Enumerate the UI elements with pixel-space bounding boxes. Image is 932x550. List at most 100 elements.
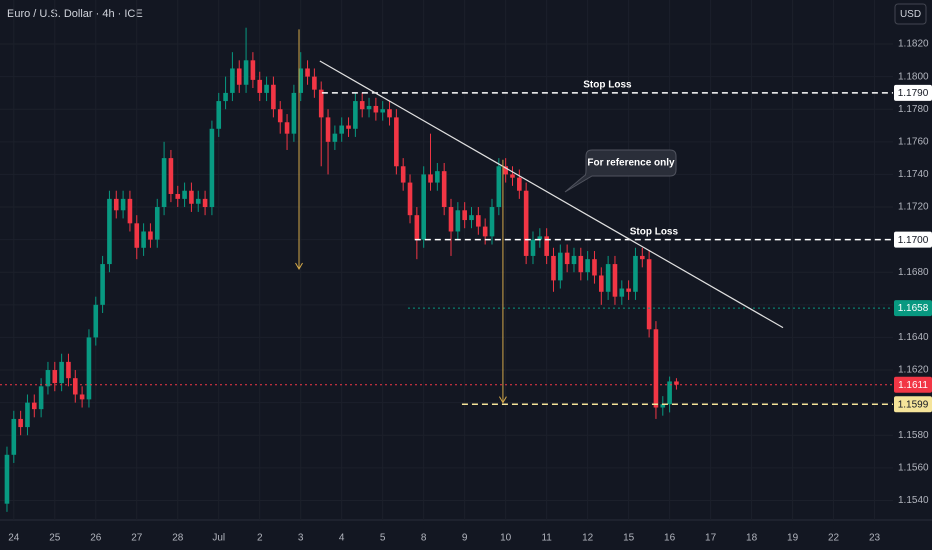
price-tag-label: 1.1700 [898,235,929,246]
candle-body [216,101,222,129]
candle-body [400,166,406,183]
y-tick-label: 1.1740 [898,169,929,180]
candle-body [373,105,379,113]
x-tick-label: 23 [869,533,881,544]
candle-body [441,171,447,208]
candle-body [353,101,358,129]
candle-body [394,117,399,167]
candle-body [182,190,187,199]
candle-body [25,402,30,428]
candle-body [407,182,413,216]
candle-body [79,394,85,400]
candle-body [223,92,228,102]
candle-body [503,166,508,175]
candle-body [435,171,440,183]
candle-body [66,361,71,379]
chart-title: Euro / U.S. Dollar · 4h · ICE [7,8,143,20]
candle-body [264,84,269,93]
x-tick-label: 8 [421,533,427,544]
candle-body [277,109,283,123]
x-tick-label: 26 [90,533,102,544]
candle-body [168,158,174,194]
candle-body [421,174,426,240]
candle-body [476,215,481,227]
candle-body [571,255,577,265]
y-tick-label: 1.1720 [898,202,929,213]
candle-body [469,215,474,221]
candle-body [209,128,215,208]
price-tag [894,300,932,317]
candle-body [619,288,625,297]
y-tick-label: 1.1540 [898,495,929,506]
level-name: Stop Loss [630,226,679,237]
candle-body [107,198,112,265]
candle-body [284,122,290,134]
candle-body [646,259,652,330]
y-tick-label: 1.1620 [898,365,929,376]
x-tick-label: 5 [380,533,386,544]
x-tick-label: 18 [746,533,758,544]
x-tick-label: 22 [828,533,840,544]
candle-body [530,239,536,256]
x-tick-label: 10 [500,533,512,544]
x-tick-label: 9 [462,533,468,544]
candle-body [4,454,10,504]
candle-body [517,177,522,191]
candle-body [332,133,338,142]
candle-body [250,60,256,80]
price-tag-label: 1.1611 [898,380,928,391]
arrow-head [295,262,303,270]
candle-body [271,84,276,110]
grid [0,0,893,520]
callout-box [564,149,677,193]
callout: For reference only [564,149,677,193]
candle-body [674,381,679,385]
x-tick-label: 16 [664,533,676,544]
candle-body [537,236,543,240]
candle-body [448,207,454,232]
candle-body [305,68,310,77]
candle-body [578,255,584,273]
x-tick-label: 4 [339,533,345,544]
candle-body [189,190,194,204]
price-tag [894,231,932,248]
candle-body [544,236,549,256]
arrow-head [498,396,507,404]
x-tick-label: 11 [541,533,552,544]
candle-body [100,264,105,305]
candle-body [236,68,242,85]
candle-body [154,207,160,240]
candle-body [428,174,433,183]
candle-body [455,210,461,232]
currency-label[interactable]: USD [900,9,921,20]
x-tick-label: 12 [582,533,594,544]
candle-body [585,259,590,273]
candle-body [72,378,78,395]
candle-body [202,198,208,208]
candle-body [120,198,126,211]
price-tag [894,396,932,413]
candle-body [175,193,181,199]
candle-body [366,105,372,110]
candle-body [243,60,249,85]
candle-body [653,329,659,408]
candle-body [639,255,645,260]
y-tick-label: 1.1680 [898,267,929,278]
level-name: Stop Loss [583,80,632,91]
candle-body [45,370,51,387]
candle-body [482,226,488,237]
y-tick-label: 1.1800 [898,71,929,82]
candle-body [387,109,392,118]
candle-body [230,68,235,93]
candle-body [325,117,331,142]
candle-body [598,275,604,292]
currency-button[interactable] [894,3,927,25]
price-tag [894,376,932,393]
x-tick-label: 19 [787,533,799,544]
candle-body [346,125,351,129]
candle-body [489,207,495,237]
y-tick-label: 1.1560 [898,462,929,473]
x-tick-label: 2 [257,533,263,544]
y-tick-label: 1.1780 [898,104,929,115]
